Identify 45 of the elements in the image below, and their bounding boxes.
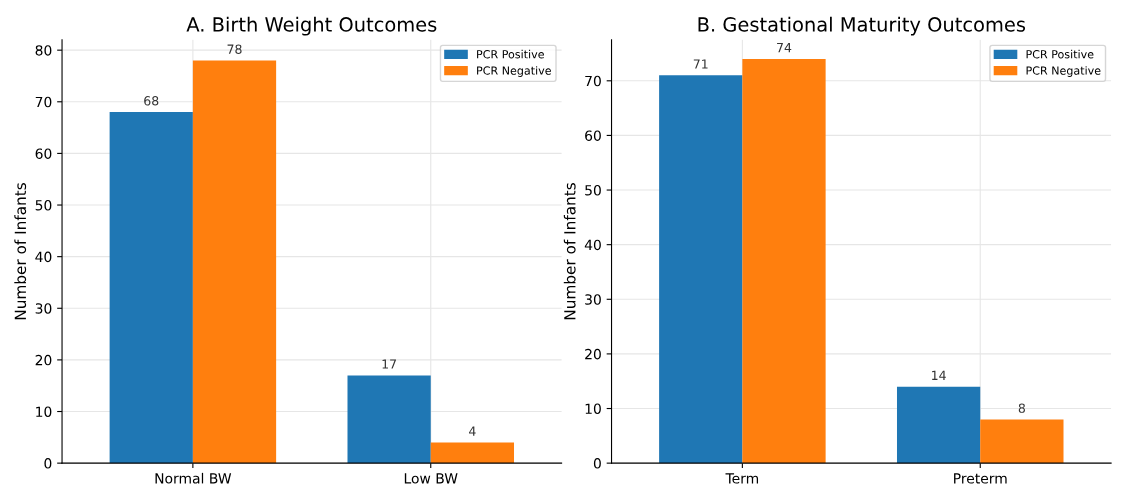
data-label: 71 [693,59,708,69]
bar [347,375,431,464]
y-tick-label: 60 [35,148,52,159]
data-label: 74 [777,43,792,53]
y-tick-label: 40 [35,251,52,263]
y-tick-label: 30 [35,303,52,314]
y-tick-label: 0 [593,458,601,469]
y-tick-label: 80 [35,45,52,56]
y-tick-label: 10 [585,403,601,414]
y-tick-label: 30 [585,294,601,305]
x-tick-label: Term [725,473,759,484]
legend-label: PCR Positive [1026,49,1094,59]
data-label: 14 [932,370,946,380]
x-tick-label: Preterm [954,473,1007,484]
data-label: 68 [144,96,159,106]
bar [430,442,515,464]
data-label: 78 [227,44,242,54]
data-label: 4 [469,426,476,436]
legend-label: PCR Negative [477,66,551,77]
y-tick-label: 0 [44,458,52,469]
y-tick-label: 60 [585,130,601,141]
bar [659,75,743,464]
chart-title: B. Gestational Maturity Outcomes [698,16,1026,36]
legend-label: PCR Negative [1026,66,1101,77]
y-tick-label: 20 [35,354,52,366]
legend-label: PCR Positive [477,49,544,59]
bar [980,419,1064,464]
bar [742,58,826,464]
bar [896,386,981,464]
bar [192,60,277,464]
x-tick-label: Normal BW [155,472,232,484]
data-label: 17 [382,359,397,369]
bar [109,112,193,464]
y-tick-label: 40 [584,239,601,251]
x-tick-label: Low BW [404,473,458,484]
chart-title: A. Birth Weight Outcomes [186,16,437,36]
data-label: 8 [1018,403,1025,413]
y-tick-label: 10 [36,406,52,417]
y-tick-label: 70 [35,96,52,108]
y-tick-label: 70 [585,75,601,87]
y-tick-label: 50 [35,200,52,211]
y-tick-label: 50 [585,185,601,196]
y-tick-label: 20 [585,348,601,360]
y-axis-title: Number of Infants [563,183,576,320]
y-axis-title: Number of Infants [14,183,27,320]
